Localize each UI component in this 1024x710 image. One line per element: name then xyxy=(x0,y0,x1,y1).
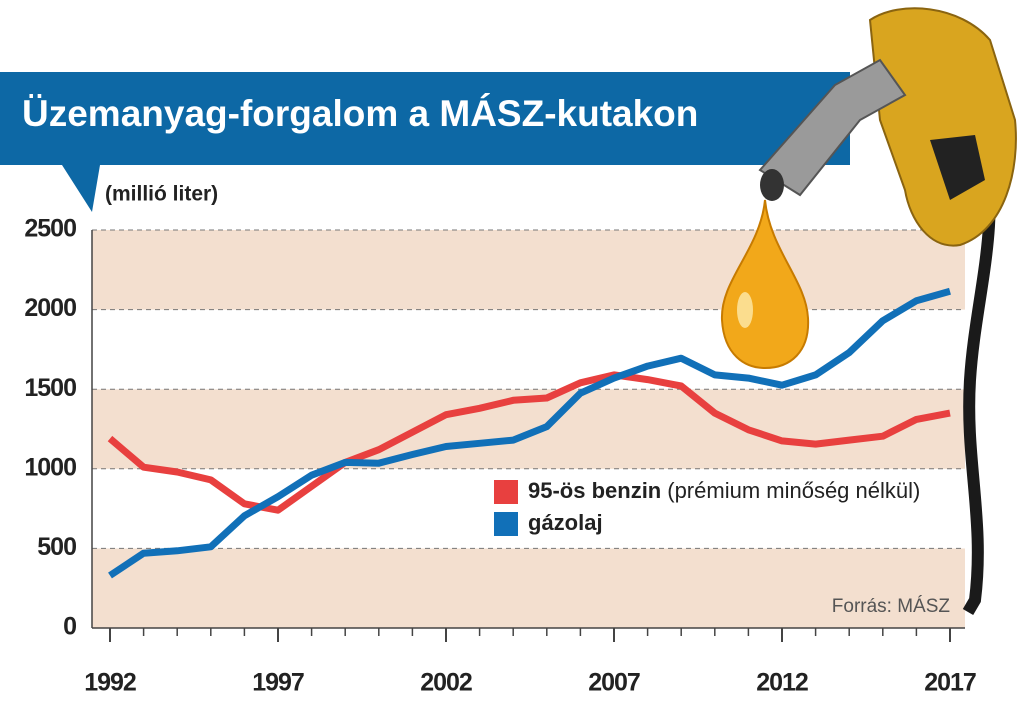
x-tick-label: 1992 xyxy=(84,669,136,697)
plot-background xyxy=(92,230,965,628)
legend-label: gázolaj xyxy=(528,510,603,535)
y-tick-label: 2500 xyxy=(24,215,76,243)
y-axis-label: (millió liter) xyxy=(105,183,218,206)
y-tick-label: 1000 xyxy=(24,453,76,481)
legend-name: 95-ös benzin xyxy=(528,478,661,503)
y-tick-label: 500 xyxy=(37,533,76,561)
title-banner xyxy=(0,72,850,212)
legend-name: gázolaj xyxy=(528,510,603,535)
series-line xyxy=(107,371,951,514)
oil-drop xyxy=(720,199,810,370)
plot-band xyxy=(92,468,965,549)
plot-band xyxy=(92,309,965,390)
legend-swatch xyxy=(494,480,518,504)
source: Forrás: MÁSZ xyxy=(832,596,951,617)
legend-swatch xyxy=(494,512,518,536)
drop-highlight xyxy=(737,292,753,328)
x-tick-label: 1997 xyxy=(252,669,304,697)
spout xyxy=(758,58,907,197)
y-tick-label: 2000 xyxy=(24,294,76,322)
legend-note: (prémium minőség nélkül) xyxy=(667,478,920,503)
x-tick-label: 2007 xyxy=(588,669,640,697)
x-tick-label: 2002 xyxy=(420,669,472,697)
nozzle-handle xyxy=(868,7,1017,247)
fuel-nozzle xyxy=(720,7,1017,616)
chart-title: Üzemanyag-forgalom a MÁSZ-kutakon xyxy=(22,93,698,134)
plot-band xyxy=(92,230,965,310)
x-tick-label: 2017 xyxy=(924,669,976,697)
trigger xyxy=(930,135,985,200)
spout-tip xyxy=(760,169,784,201)
plot-band xyxy=(92,548,965,628)
y-tick-label: 0 xyxy=(63,613,76,641)
x-tick-label: 2012 xyxy=(756,669,808,697)
series-line xyxy=(108,287,951,579)
y-tick-label: 1500 xyxy=(24,374,76,402)
legend-label: 95-ös benzin (prémium minőség nélkül) xyxy=(528,478,920,503)
